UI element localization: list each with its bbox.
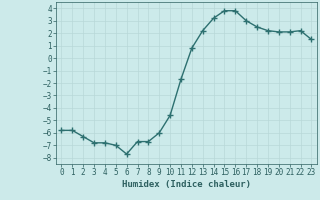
X-axis label: Humidex (Indice chaleur): Humidex (Indice chaleur) — [122, 180, 251, 189]
